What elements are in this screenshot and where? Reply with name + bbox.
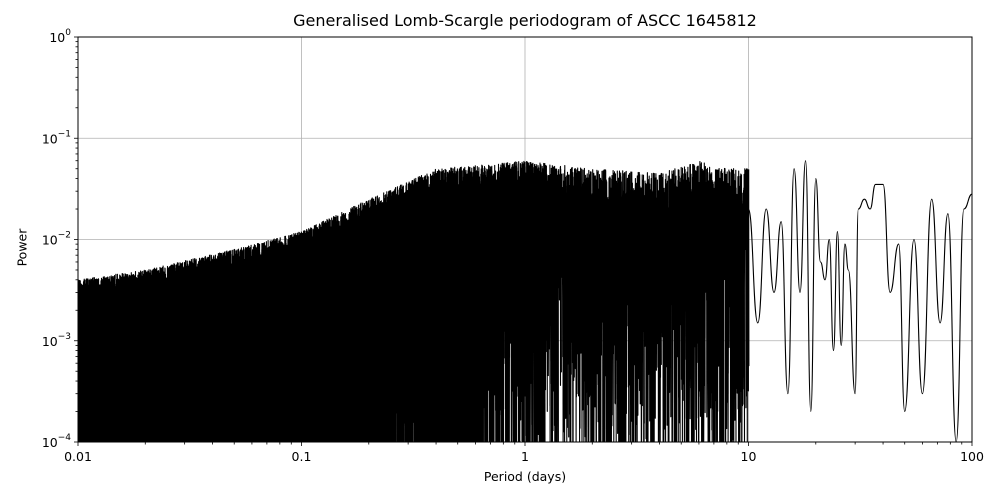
x-tick-label: 100 bbox=[960, 449, 984, 464]
y-tick-label: 100 bbox=[49, 28, 71, 45]
y-tick-label: 10−3 bbox=[42, 332, 71, 349]
y-tick-label: 10−4 bbox=[42, 433, 71, 450]
y-tick-label: 10−2 bbox=[42, 231, 71, 248]
y-axis-ticks: 100 10−1 10−2 10−3 10−4 bbox=[42, 28, 78, 450]
x-tick-label: 10 bbox=[741, 449, 757, 464]
y-tick-label: 10−1 bbox=[42, 129, 71, 146]
x-axis-label: Period (days) bbox=[483, 469, 567, 484]
x-tick-label: 0.1 bbox=[292, 449, 312, 464]
x-axis-ticks: 0.01 0.1 1 10 100 bbox=[64, 442, 984, 464]
x-tick-label: 1 bbox=[521, 449, 529, 464]
periodogram-line bbox=[78, 160, 972, 442]
chart-title: Generalised Lomb-Scargle periodogram of … bbox=[293, 11, 757, 30]
x-tick-label: 0.01 bbox=[64, 449, 92, 464]
